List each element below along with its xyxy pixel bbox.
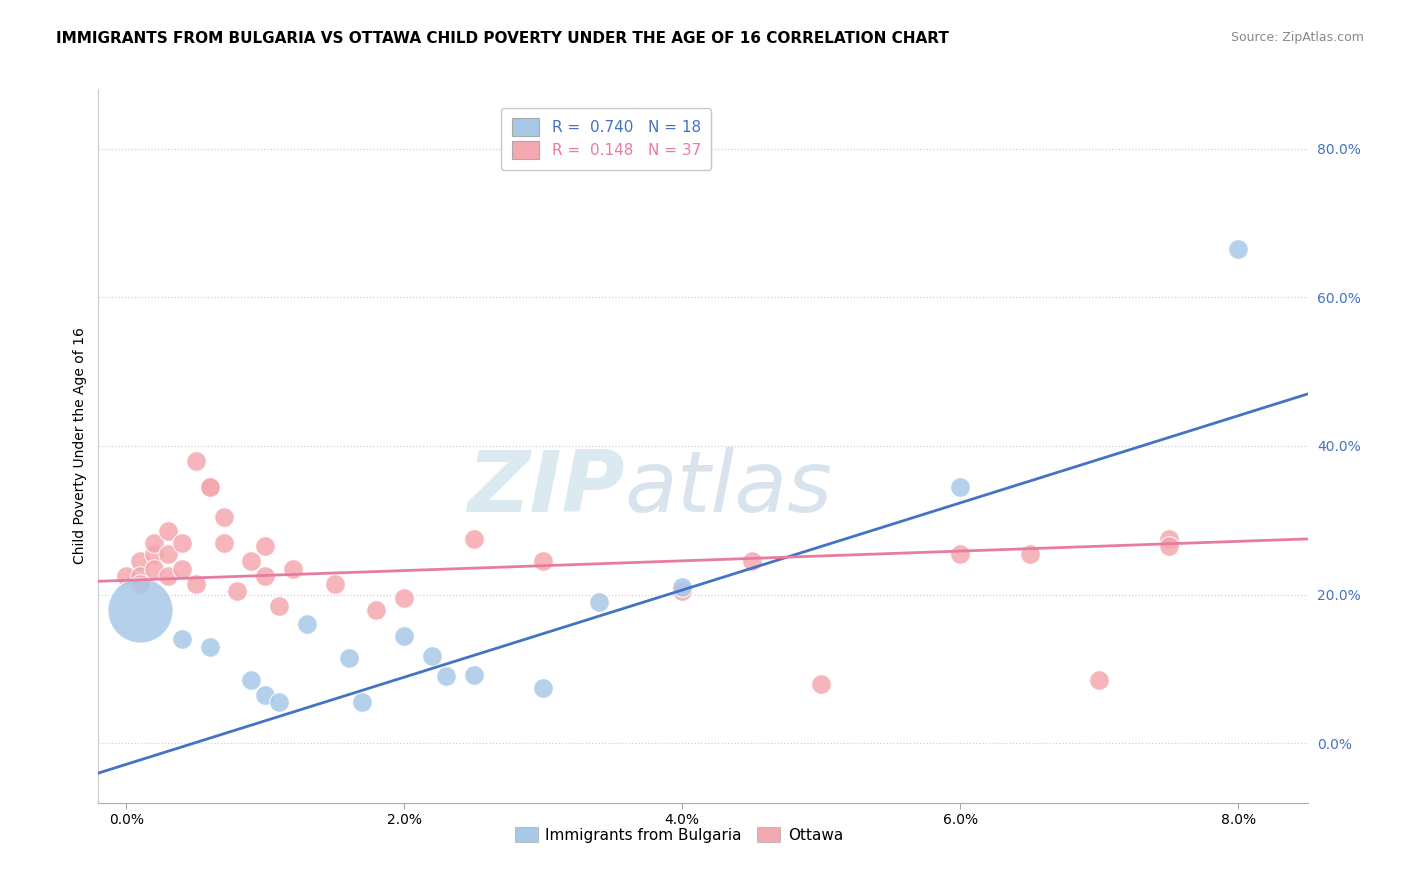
Point bbox=[531, 554, 554, 568]
Point bbox=[129, 554, 152, 568]
Point bbox=[115, 569, 138, 583]
Text: atlas: atlas bbox=[624, 447, 832, 531]
Point bbox=[254, 569, 277, 583]
Text: ZIP: ZIP bbox=[467, 447, 624, 531]
Point bbox=[184, 576, 207, 591]
Point bbox=[810, 677, 832, 691]
Point bbox=[156, 524, 179, 539]
Point bbox=[949, 480, 972, 494]
Point bbox=[212, 535, 235, 549]
Point bbox=[129, 602, 152, 616]
Point bbox=[226, 583, 249, 598]
Point bbox=[392, 591, 415, 606]
Point bbox=[366, 602, 388, 616]
Point bbox=[1227, 242, 1250, 256]
Point bbox=[156, 569, 179, 583]
Point bbox=[269, 696, 291, 710]
Point bbox=[588, 595, 610, 609]
Point bbox=[170, 562, 193, 576]
Point bbox=[198, 640, 221, 654]
Point bbox=[463, 532, 485, 546]
Point bbox=[129, 576, 152, 591]
Point bbox=[337, 651, 360, 665]
Point bbox=[129, 569, 152, 583]
Point bbox=[741, 554, 763, 568]
Point bbox=[434, 669, 457, 683]
Point bbox=[281, 562, 304, 576]
Point bbox=[671, 580, 693, 594]
Point bbox=[184, 454, 207, 468]
Y-axis label: Child Poverty Under the Age of 16: Child Poverty Under the Age of 16 bbox=[73, 327, 87, 565]
Point bbox=[531, 681, 554, 695]
Point bbox=[170, 632, 193, 647]
Point bbox=[463, 668, 485, 682]
Point bbox=[1157, 532, 1180, 546]
Point bbox=[1018, 547, 1040, 561]
Point bbox=[352, 696, 374, 710]
Point bbox=[295, 617, 318, 632]
Point bbox=[671, 583, 693, 598]
Text: IMMIGRANTS FROM BULGARIA VS OTTAWA CHILD POVERTY UNDER THE AGE OF 16 CORRELATION: IMMIGRANTS FROM BULGARIA VS OTTAWA CHILD… bbox=[56, 31, 949, 46]
Point bbox=[156, 547, 179, 561]
Point bbox=[1157, 539, 1180, 553]
Point bbox=[143, 562, 166, 576]
Point bbox=[240, 554, 263, 568]
Point bbox=[240, 673, 263, 687]
Point bbox=[198, 480, 221, 494]
Point bbox=[323, 576, 346, 591]
Point bbox=[254, 539, 277, 553]
Point bbox=[269, 599, 291, 613]
Point bbox=[143, 547, 166, 561]
Text: Source: ZipAtlas.com: Source: ZipAtlas.com bbox=[1230, 31, 1364, 45]
Point bbox=[198, 480, 221, 494]
Point bbox=[254, 688, 277, 702]
Point bbox=[212, 509, 235, 524]
Point bbox=[420, 648, 443, 663]
Legend: Immigrants from Bulgaria, Ottawa: Immigrants from Bulgaria, Ottawa bbox=[509, 821, 849, 848]
Point bbox=[392, 628, 415, 642]
Point bbox=[1088, 673, 1111, 687]
Point bbox=[143, 535, 166, 549]
Point bbox=[949, 547, 972, 561]
Point bbox=[170, 535, 193, 549]
